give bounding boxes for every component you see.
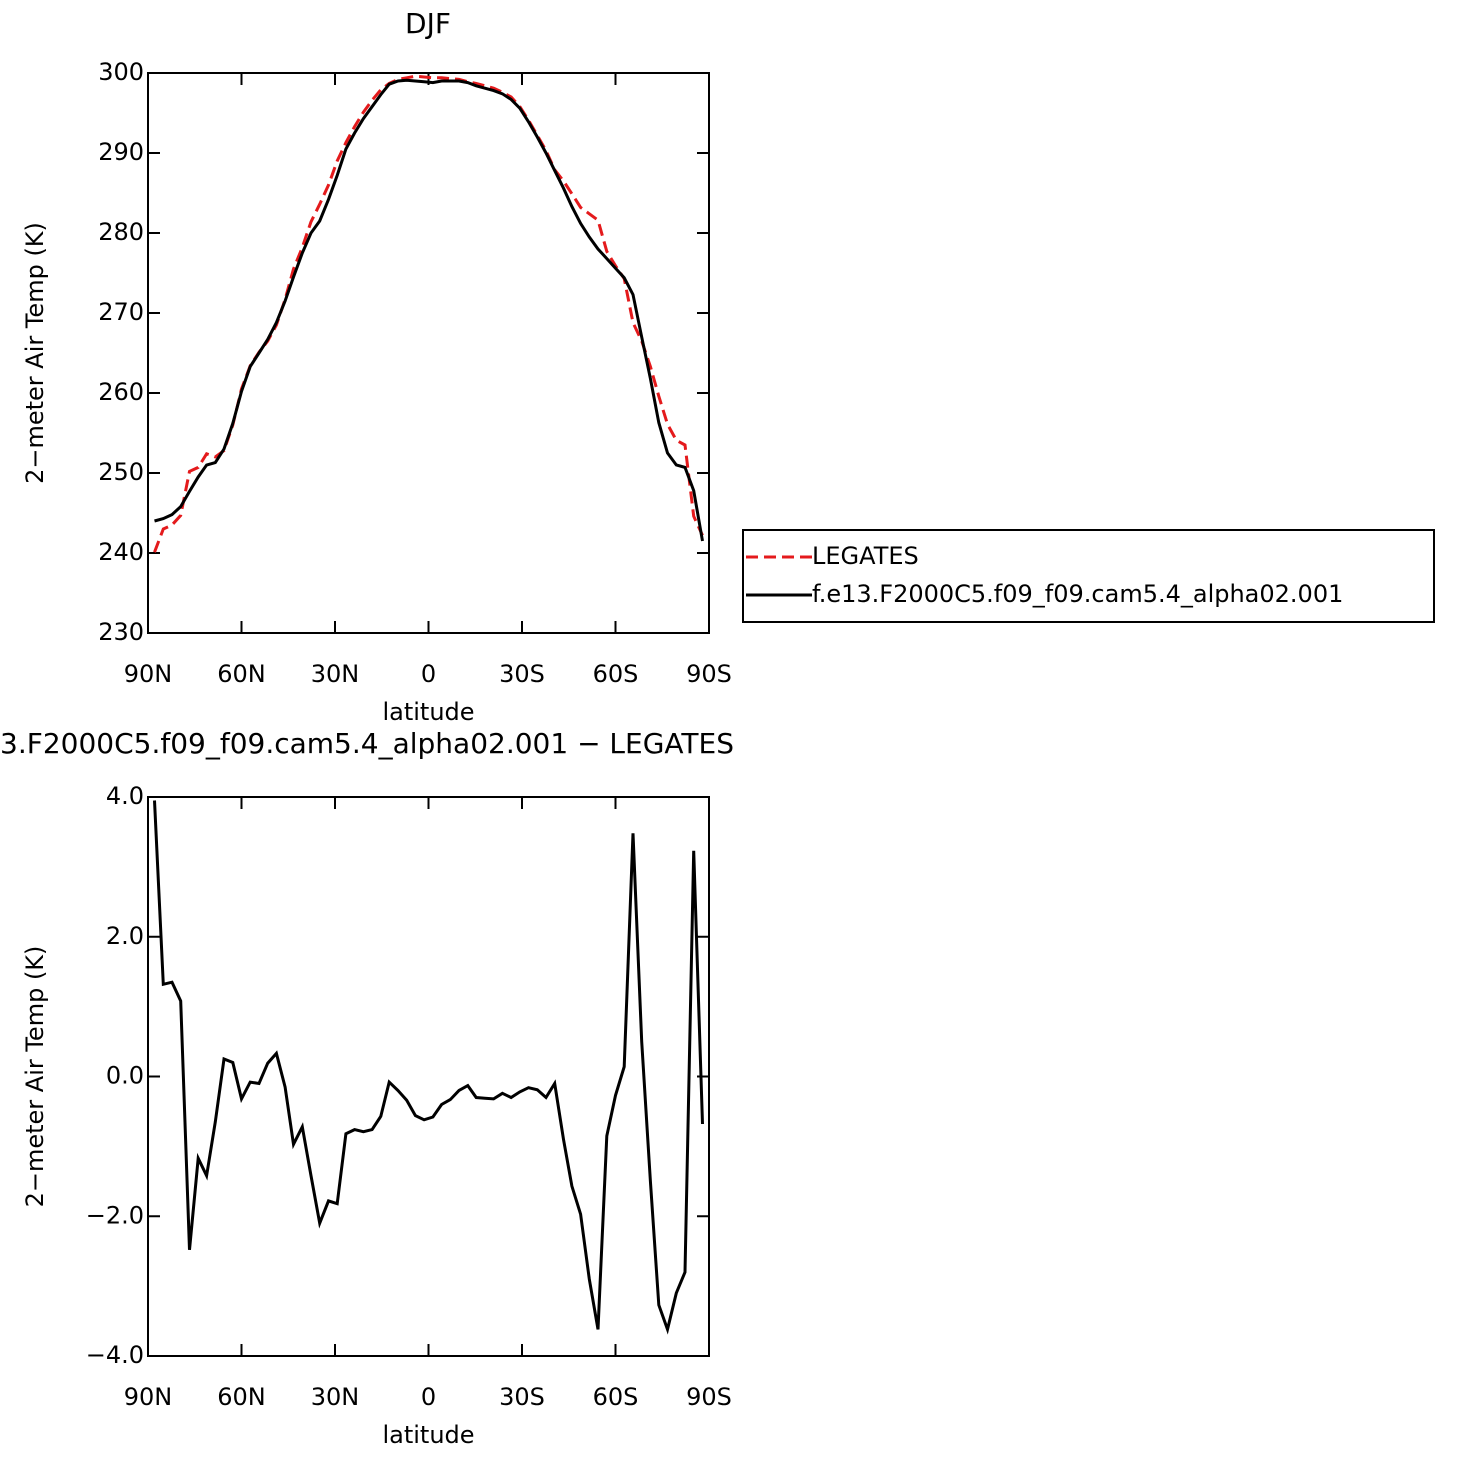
y-tick-label: 290: [98, 138, 144, 166]
x-tick-label: 90N: [124, 1383, 173, 1411]
y-axis-label: 2−meter Air Temp (K): [21, 946, 49, 1208]
series-line: [153, 74, 704, 553]
x-tick-label: 30N: [311, 660, 360, 688]
x-axis-label: latitude: [382, 698, 474, 726]
plot-frame: [147, 72, 710, 634]
y-tick-label: 240: [98, 538, 144, 566]
chart-title: 3.F2000C5.f09_f09.cam5.4_alpha02.001 − L…: [0, 727, 734, 760]
x-tick-label: 90S: [686, 660, 732, 688]
y-tick-label: −4.0: [86, 1341, 144, 1369]
y-tick-label: 230: [98, 618, 144, 646]
x-tick-label: 0: [421, 660, 436, 688]
x-tick-label: 90N: [124, 660, 173, 688]
x-tick-label: 60N: [217, 1383, 266, 1411]
x-tick-label: 30N: [311, 1383, 360, 1411]
y-tick-label: 0.0: [106, 1062, 144, 1090]
series-line: [154, 78, 704, 542]
x-tick-label: 60S: [593, 1383, 639, 1411]
legend-label: f.e13.F2000C5.f09_f09.cam5.4_alpha02.001: [812, 580, 1343, 608]
y-axis-label: 2−meter Air Temp (K): [21, 222, 49, 484]
plot-frame: [147, 796, 710, 1357]
y-tick-label: 4.0: [106, 782, 144, 810]
y-tick-label: 250: [98, 458, 144, 486]
x-tick-label: 60S: [593, 660, 639, 688]
y-tick-label: 260: [98, 378, 144, 406]
x-tick-label: 60N: [217, 660, 266, 688]
x-axis-label: latitude: [382, 1421, 474, 1449]
x-tick-label: 90S: [686, 1383, 732, 1411]
x-tick-label: 30S: [499, 660, 545, 688]
series-line: [153, 800, 704, 1335]
y-tick-label: 270: [98, 298, 144, 326]
y-tick-label: −2.0: [86, 1201, 144, 1229]
x-tick-label: 0: [421, 1383, 436, 1411]
y-tick-label: 280: [98, 218, 144, 246]
x-tick-label: 30S: [499, 1383, 545, 1411]
legend-box: [742, 529, 1435, 623]
chart-title: DJF: [405, 7, 451, 40]
y-tick-label: 300: [98, 58, 144, 86]
legend-label: LEGATES: [812, 542, 919, 570]
y-tick-label: 2.0: [106, 922, 144, 950]
